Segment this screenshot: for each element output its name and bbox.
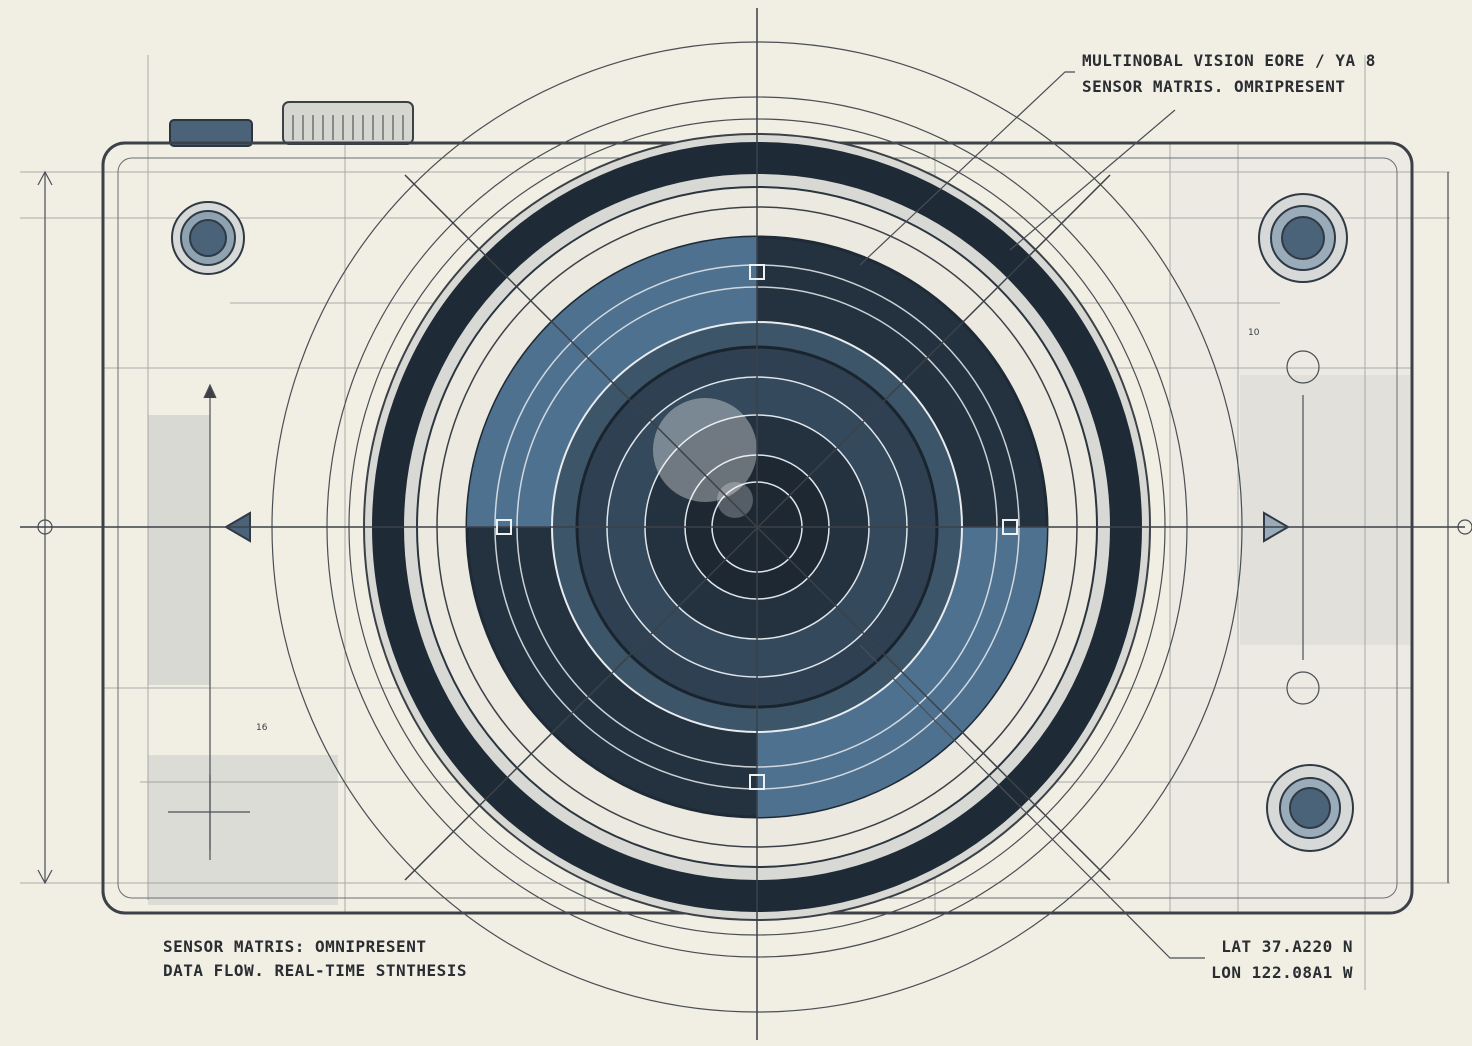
annotation-top-2: SENSOR MATRIS. OMRIPRESENT (1082, 77, 1345, 96)
shape-circle (1286, 671, 1320, 705)
annotation-bottom-right-1: LAT 37.A220 N (1221, 937, 1353, 956)
shape-rect (148, 755, 338, 905)
annotation-bottom-right-2: LON 122.08A1 W (1211, 963, 1353, 982)
shape-rect (169, 119, 253, 147)
shape-circle (717, 482, 753, 518)
small-label: 16 (256, 723, 268, 733)
shape-circle (1289, 787, 1331, 829)
shape-polyline (37, 170, 53, 186)
shape-polyline (859, 644, 1205, 959)
shape-circle (189, 219, 227, 257)
shape-rect (148, 415, 210, 685)
shape-polyline (1009, 109, 1176, 251)
annotation-bottom-left-1: SENSOR MATRIS: OMNIPRESENT (163, 937, 426, 956)
shape-g (292, 115, 404, 140)
shape-g (1286, 350, 1320, 705)
shape-rect (1002, 519, 1018, 535)
shape-circle (1281, 216, 1325, 260)
shape-g (171, 193, 1354, 852)
shape-polyline (203, 383, 217, 399)
annotation-top-1: MULTINOBAL VISION EORE / YA 8 (1082, 51, 1376, 70)
shape-g (496, 264, 1018, 790)
small-label: 10 (1248, 328, 1260, 338)
shape-rect (749, 264, 765, 280)
shape-polyline (37, 869, 53, 885)
shape-circle (653, 398, 757, 502)
annotation-bottom-left-2: DATA FLOW. REAL-TIME STNTHESIS (163, 961, 467, 980)
shape-rect (496, 519, 512, 535)
shape-g (859, 71, 1205, 959)
shape-line (404, 174, 1111, 881)
shape-polyline (859, 71, 1075, 266)
shape-circle (1286, 350, 1320, 384)
shape-rect (749, 774, 765, 790)
shape-g (20, 8, 1465, 1040)
